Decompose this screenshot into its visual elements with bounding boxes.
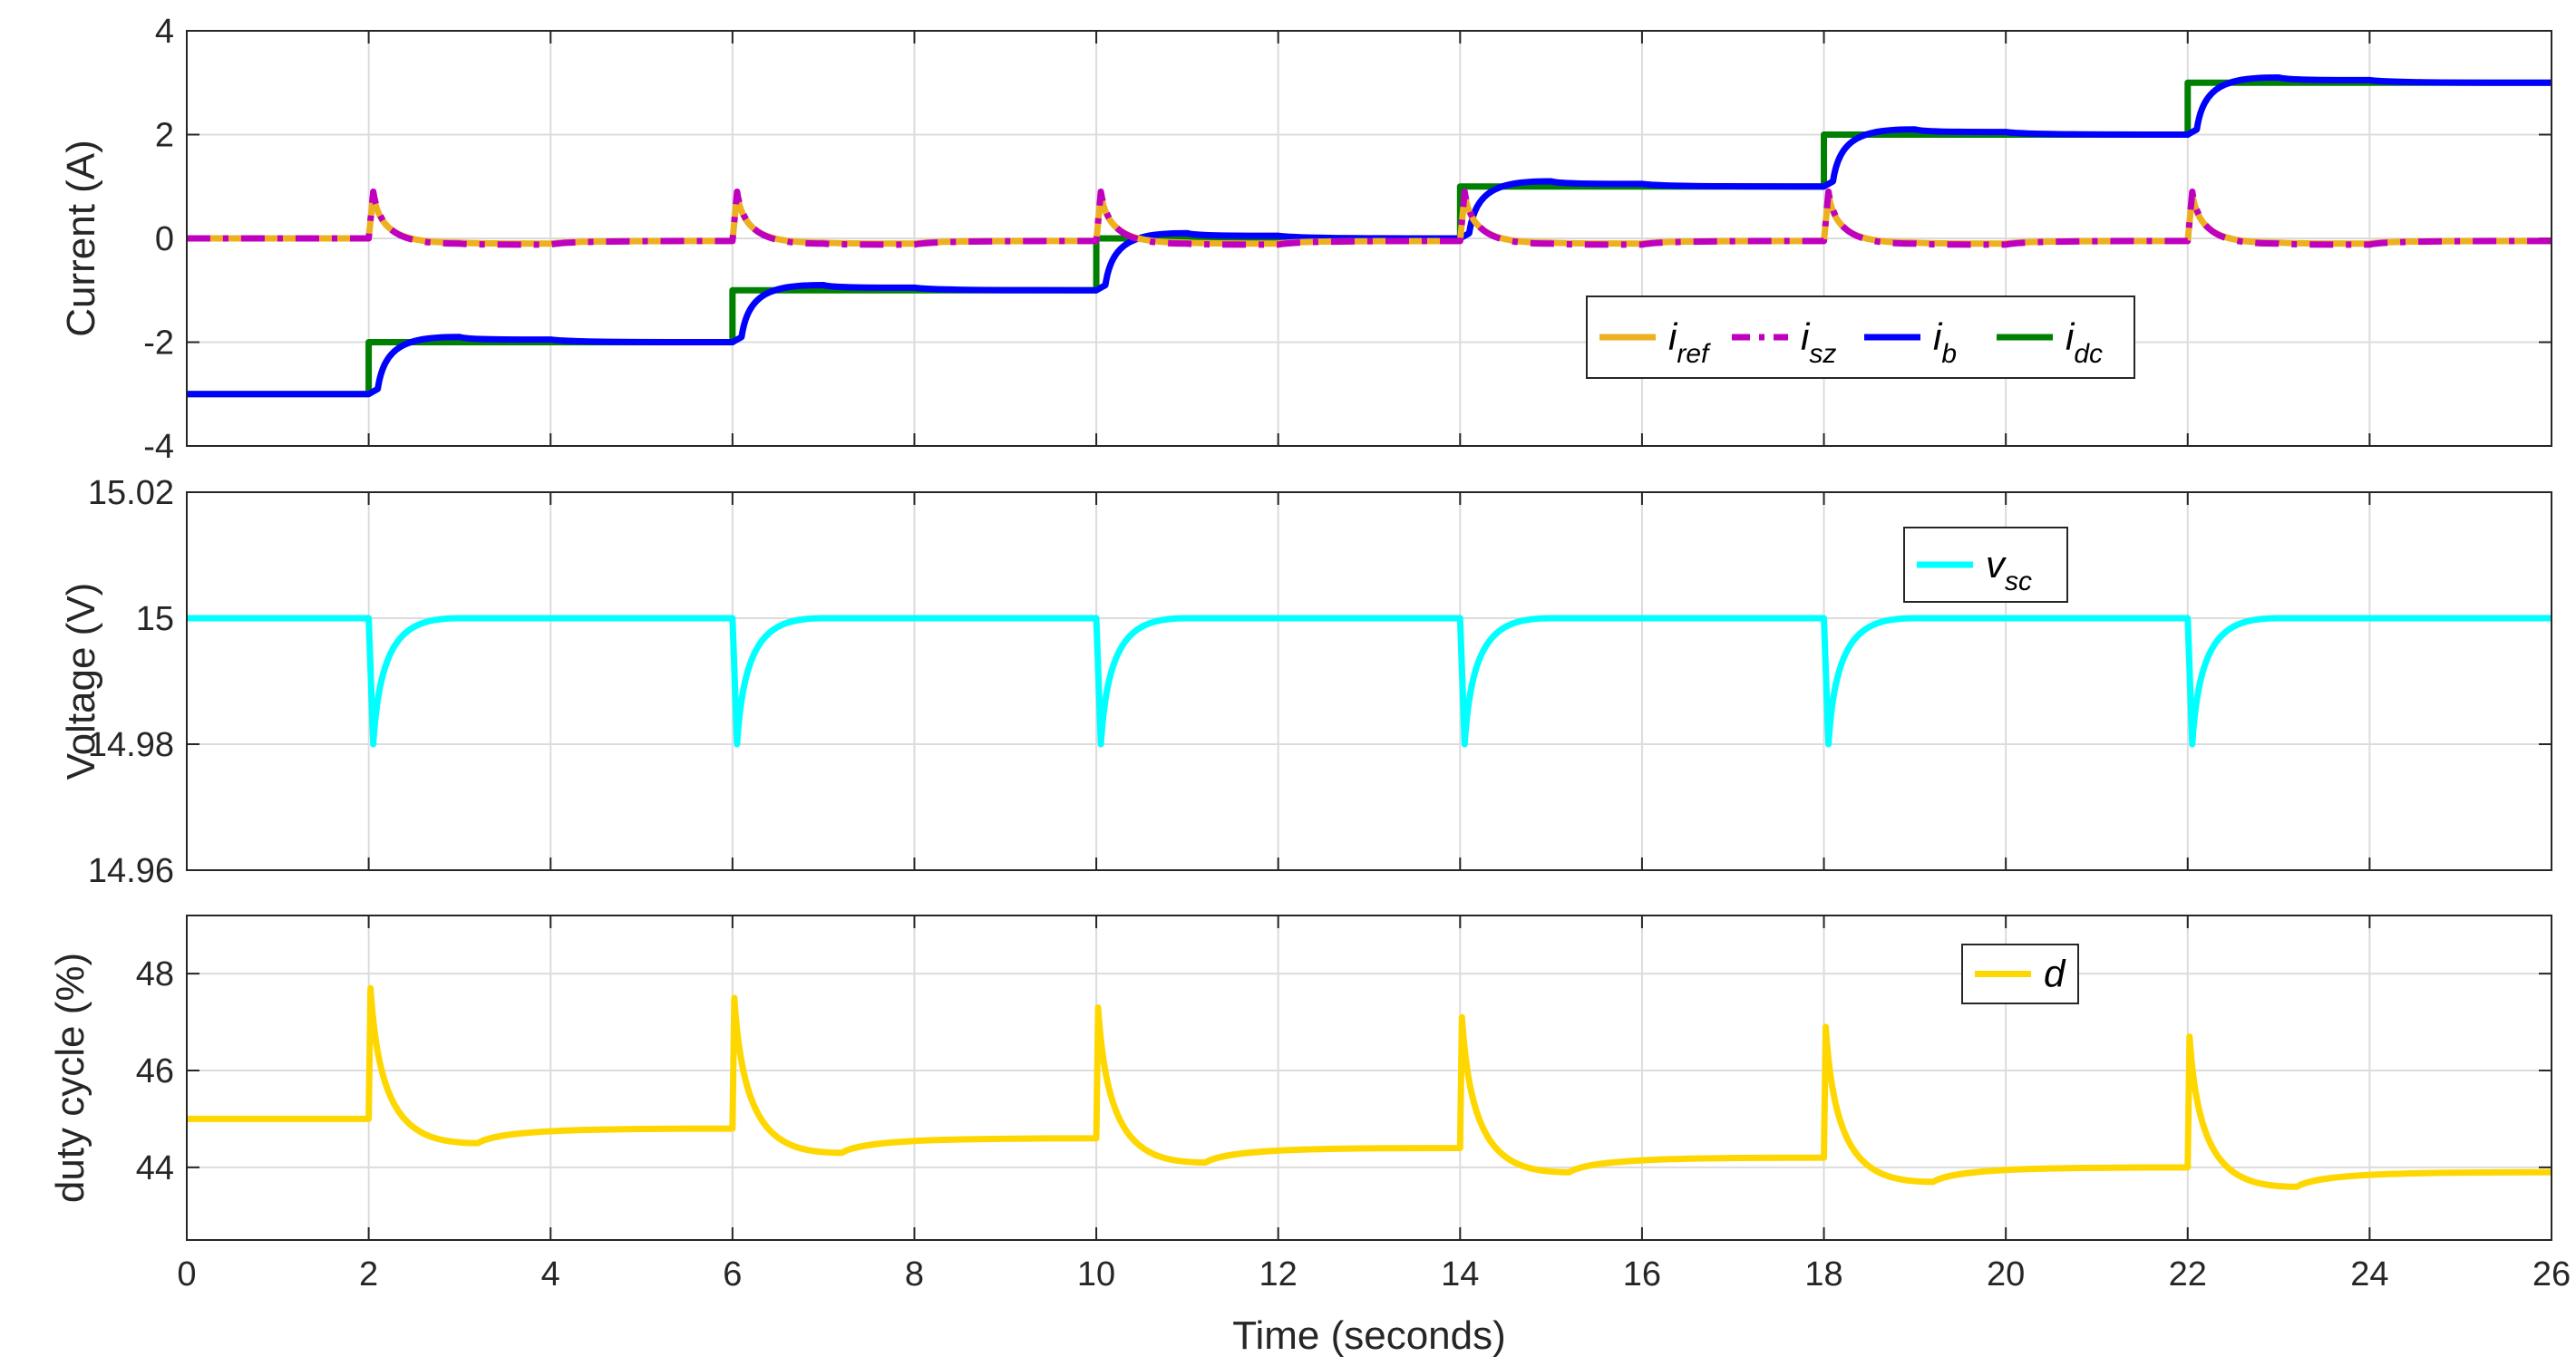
x-tick-label: 2 xyxy=(359,1255,378,1293)
legend: iref isz ib idc xyxy=(1586,295,2135,379)
x-tick-label: 26 xyxy=(2532,1255,2571,1293)
legend-label: ib xyxy=(1933,315,1957,369)
y-tick-label: 15 xyxy=(136,600,174,638)
voltage-panel: 14.96 14.98 15 15.02 Voltage (V) vsc xyxy=(59,474,2552,890)
x-tick-label: 24 xyxy=(2350,1255,2388,1293)
x-tick-label: 18 xyxy=(1804,1255,1842,1293)
legend-label: idc xyxy=(2066,315,2103,369)
x-tick-label: 12 xyxy=(1259,1255,1298,1293)
y-tick-label: 4 xyxy=(155,13,174,51)
x-tick-label: 8 xyxy=(905,1255,924,1293)
current-panel: -4 -2 0 2 4 Current (A) iref isz ib idc xyxy=(59,13,2552,466)
y-tick-label: 14.96 xyxy=(88,852,174,890)
series-line-d xyxy=(187,984,2552,1190)
series-line-v-sc xyxy=(187,615,2552,748)
y-axis-label: Current (A) xyxy=(59,140,103,337)
series-line-i-sz xyxy=(187,188,2552,248)
y-tick-label: -2 xyxy=(143,325,174,363)
legend-label: d xyxy=(2044,953,2066,995)
legend: vsc xyxy=(1903,527,2068,603)
x-axis-label: Time (seconds) xyxy=(1232,1313,1506,1358)
legend-label: isz xyxy=(1801,315,1836,369)
y-tick-label: 2 xyxy=(155,117,174,155)
x-tick-label: 4 xyxy=(541,1255,560,1293)
x-tick-label: 14 xyxy=(1441,1255,1479,1293)
x-tick-label: 6 xyxy=(723,1255,742,1293)
x-tick-label: 22 xyxy=(2169,1255,2207,1293)
y-tick-label: 46 xyxy=(136,1052,174,1090)
x-tick-label: 10 xyxy=(1077,1255,1115,1293)
x-tick-label: 20 xyxy=(1987,1255,2025,1293)
y-tick-label: 48 xyxy=(136,955,174,993)
y-axis-label: duty cycle (%) xyxy=(48,953,92,1203)
y-tick-label: 0 xyxy=(155,220,174,258)
x-tick-label: 16 xyxy=(1623,1255,1661,1293)
y-tick-label: -4 xyxy=(143,428,174,466)
legend: d xyxy=(1961,944,2079,1004)
y-tick-label: 44 xyxy=(136,1149,174,1187)
y-axis-label: Voltage (V) xyxy=(59,583,103,780)
y-tick-label: 14.98 xyxy=(88,726,174,764)
y-tick-label: 15.02 xyxy=(88,474,174,512)
x-tick-label: 0 xyxy=(177,1255,196,1293)
legend-label: iref xyxy=(1668,315,1711,369)
legend-label: vsc xyxy=(1986,543,2032,596)
series-line-i-b xyxy=(187,74,2552,398)
